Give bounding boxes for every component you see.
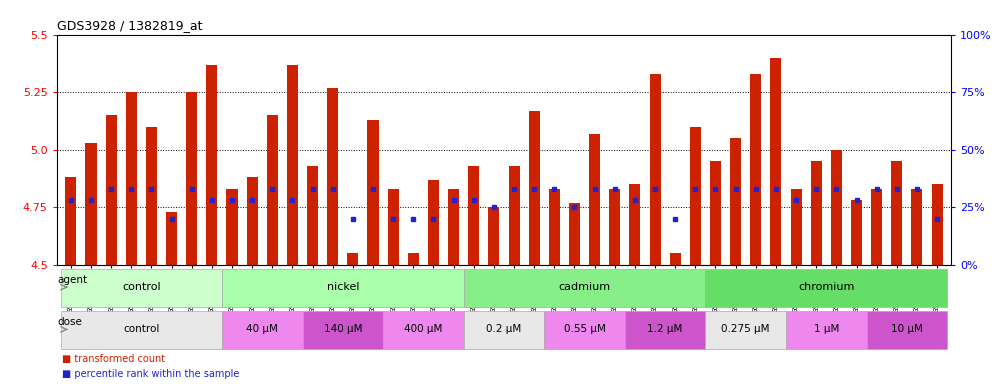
Text: 0.55 μM: 0.55 μM: [564, 324, 606, 334]
Bar: [166, 212, 177, 265]
Bar: [509, 166, 520, 265]
Text: nickel: nickel: [327, 282, 360, 292]
Bar: [226, 189, 238, 265]
Text: 140 μM: 140 μM: [324, 324, 363, 334]
Bar: [222, 269, 464, 307]
Bar: [328, 88, 339, 265]
Bar: [86, 143, 97, 265]
Bar: [186, 92, 197, 265]
Bar: [811, 161, 822, 265]
Bar: [669, 253, 680, 265]
Bar: [428, 180, 439, 265]
Bar: [589, 134, 601, 265]
Bar: [770, 58, 782, 265]
Bar: [145, 127, 157, 265]
Text: dose: dose: [57, 317, 82, 327]
Bar: [387, 189, 398, 265]
Text: 400 μM: 400 μM: [404, 324, 442, 334]
Bar: [407, 253, 419, 265]
Bar: [368, 120, 378, 265]
Bar: [307, 166, 318, 265]
Bar: [705, 311, 786, 349]
Bar: [831, 150, 842, 265]
Bar: [303, 311, 383, 349]
Bar: [125, 92, 136, 265]
Bar: [931, 184, 942, 265]
Bar: [448, 189, 459, 265]
Bar: [488, 207, 499, 265]
Text: 10 μM: 10 μM: [891, 324, 923, 334]
Bar: [649, 74, 660, 265]
Bar: [872, 189, 882, 265]
Text: 0.2 μM: 0.2 μM: [486, 324, 522, 334]
Bar: [549, 189, 560, 265]
Text: ■ percentile rank within the sample: ■ percentile rank within the sample: [62, 369, 239, 379]
Bar: [206, 65, 217, 265]
Bar: [267, 115, 278, 265]
Text: cadmium: cadmium: [559, 282, 611, 292]
Bar: [222, 311, 303, 349]
Bar: [791, 189, 802, 265]
Bar: [690, 127, 701, 265]
Text: chromium: chromium: [798, 282, 855, 292]
Text: control: control: [124, 324, 159, 334]
Text: 0.275 μM: 0.275 μM: [721, 324, 770, 334]
Text: control: control: [123, 282, 160, 292]
Bar: [786, 311, 867, 349]
Bar: [464, 311, 544, 349]
Text: GDS3928 / 1382819_at: GDS3928 / 1382819_at: [57, 19, 202, 32]
Bar: [247, 177, 258, 265]
Bar: [730, 138, 741, 265]
Bar: [61, 269, 222, 307]
Text: agent: agent: [57, 275, 88, 285]
Bar: [61, 311, 222, 349]
Bar: [66, 177, 77, 265]
Bar: [529, 111, 540, 265]
Bar: [287, 65, 298, 265]
Bar: [710, 161, 721, 265]
Bar: [544, 311, 624, 349]
Bar: [569, 203, 580, 265]
Bar: [348, 253, 359, 265]
Text: 40 μM: 40 μM: [246, 324, 278, 334]
Bar: [106, 115, 117, 265]
Bar: [610, 189, 621, 265]
Bar: [629, 184, 640, 265]
Bar: [705, 269, 947, 307]
Text: ■ transformed count: ■ transformed count: [62, 354, 165, 364]
Bar: [867, 311, 947, 349]
Bar: [911, 189, 922, 265]
Bar: [468, 166, 479, 265]
Bar: [750, 74, 761, 265]
Bar: [891, 161, 902, 265]
Text: 1.2 μM: 1.2 μM: [647, 324, 683, 334]
Text: 1 μM: 1 μM: [814, 324, 839, 334]
Bar: [464, 269, 705, 307]
Bar: [383, 311, 464, 349]
Bar: [851, 200, 863, 265]
Bar: [624, 311, 705, 349]
